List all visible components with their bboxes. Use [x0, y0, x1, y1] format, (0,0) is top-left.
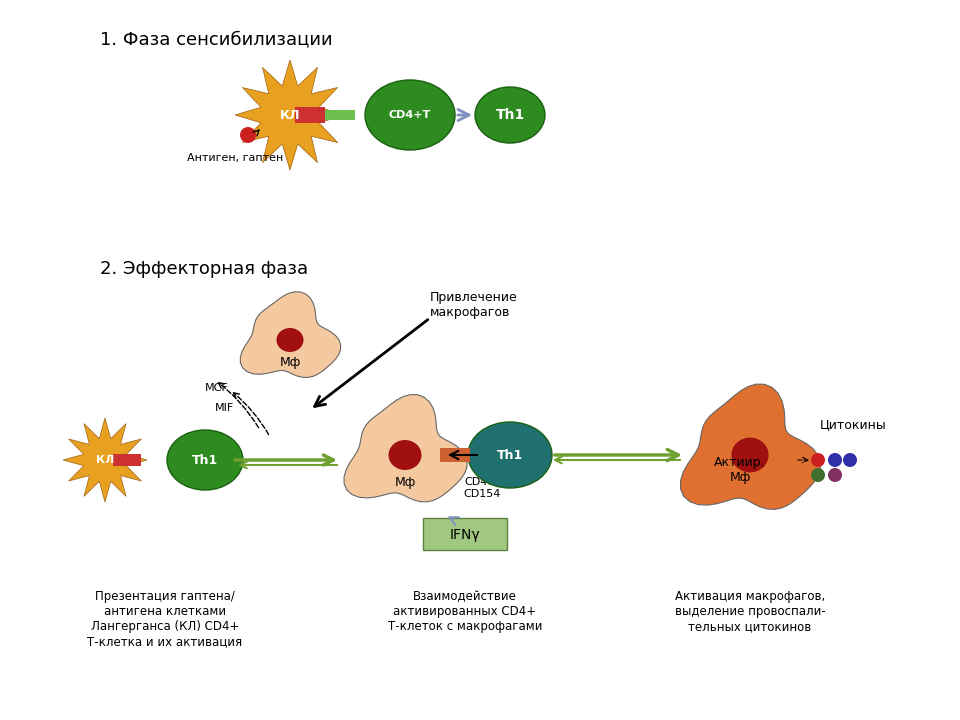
Ellipse shape	[365, 80, 455, 150]
Text: КЛ: КЛ	[96, 455, 114, 465]
Text: Привлечение
макрофагов: Привлечение макрофагов	[430, 291, 517, 319]
Polygon shape	[235, 60, 345, 170]
Ellipse shape	[475, 87, 545, 143]
Polygon shape	[681, 384, 821, 509]
Bar	[300, 110, 355, 120]
Circle shape	[828, 453, 842, 467]
Text: Цитокины: Цитокины	[820, 418, 887, 431]
Circle shape	[811, 453, 825, 467]
Text: Th1: Th1	[495, 108, 524, 122]
Text: Th1: Th1	[497, 449, 523, 462]
Ellipse shape	[276, 328, 303, 352]
Circle shape	[828, 468, 842, 482]
Circle shape	[843, 453, 857, 467]
Bar	[295, 107, 325, 123]
Text: CD4+T: CD4+T	[389, 110, 431, 120]
Bar	[113, 454, 141, 466]
Text: Взаимодействие
активированных CD4+
Т-клеток с макрофагами: Взаимодействие активированных CD4+ Т-кле…	[388, 590, 542, 633]
Text: CD40-
CD154: CD40- CD154	[464, 477, 501, 499]
Ellipse shape	[167, 430, 243, 490]
Text: 2. Эффекторная фаза: 2. Эффекторная фаза	[100, 260, 308, 278]
Circle shape	[240, 127, 256, 143]
Text: MCF: MCF	[205, 383, 228, 393]
Circle shape	[811, 468, 825, 482]
Text: MIF: MIF	[215, 403, 234, 413]
Text: Th1: Th1	[192, 454, 218, 467]
Text: IFNγ: IFNγ	[449, 528, 480, 542]
Bar	[440, 448, 470, 462]
Ellipse shape	[468, 422, 552, 488]
Text: Активация макрофагов,
выделение провоспали-
тельных цитокинов: Активация макрофагов, выделение провоспа…	[675, 590, 826, 633]
Text: Мф: Мф	[279, 356, 300, 369]
FancyBboxPatch shape	[423, 518, 507, 550]
Ellipse shape	[389, 440, 421, 470]
Text: Антиген, гаптен: Антиген, гаптен	[187, 153, 283, 163]
Polygon shape	[344, 395, 468, 502]
Text: Презентация гаптена/
антигена клетками
Лангерганса (КЛ) CD4+
Т-клетка и их актив: Презентация гаптена/ антигена клетками Л…	[87, 590, 243, 648]
Polygon shape	[240, 292, 341, 377]
Text: 1. Фаза сенсибилизации: 1. Фаза сенсибилизации	[100, 30, 332, 48]
Ellipse shape	[732, 438, 769, 472]
Text: КЛ: КЛ	[279, 109, 300, 122]
Text: Мф: Мф	[395, 476, 416, 489]
Polygon shape	[63, 418, 147, 502]
Text: Актиир.
Мф: Актиир. Мф	[714, 456, 766, 484]
